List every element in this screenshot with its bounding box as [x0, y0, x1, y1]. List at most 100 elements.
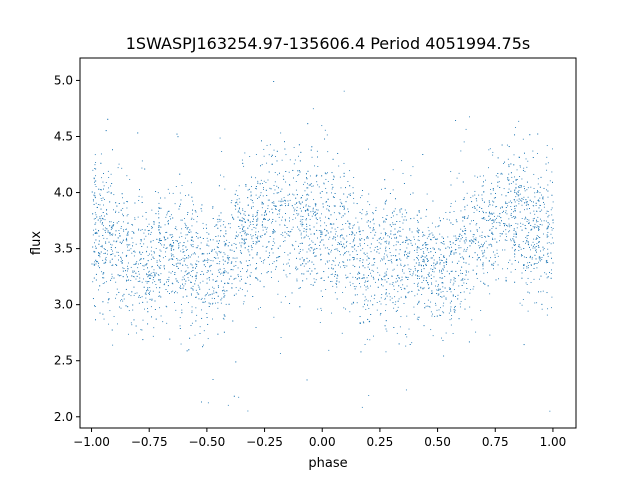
data-point	[92, 213, 94, 215]
data-point	[226, 257, 228, 259]
data-point	[428, 252, 430, 253]
data-point	[527, 277, 529, 279]
data-point	[478, 211, 480, 212]
data-point	[238, 210, 240, 212]
data-point	[466, 249, 468, 251]
data-point	[336, 218, 337, 220]
data-point	[373, 298, 375, 300]
data-point	[252, 224, 254, 225]
data-point	[406, 247, 408, 249]
data-point	[224, 245, 226, 247]
data-point	[172, 245, 174, 247]
data-point	[410, 175, 412, 177]
data-point	[307, 235, 309, 237]
data-point	[321, 125, 323, 127]
data-point	[463, 225, 465, 227]
data-point	[527, 243, 529, 245]
data-point	[245, 184, 247, 185]
data-point	[507, 177, 509, 179]
data-point	[206, 232, 208, 234]
data-point	[252, 206, 254, 208]
data-point	[494, 261, 496, 263]
data-point	[208, 302, 210, 304]
data-point	[123, 202, 125, 204]
data-point	[170, 253, 172, 255]
data-point	[234, 278, 236, 280]
data-point	[256, 253, 258, 255]
data-point	[284, 240, 286, 242]
data-point	[367, 304, 368, 306]
data-point	[473, 220, 474, 221]
data-point	[246, 233, 248, 235]
data-point	[140, 262, 142, 264]
data-point	[495, 279, 497, 281]
data-point	[398, 285, 400, 287]
data-point	[354, 234, 356, 236]
data-point	[130, 248, 132, 250]
data-point	[98, 252, 99, 253]
data-point	[281, 188, 283, 190]
data-point	[307, 261, 309, 263]
data-point	[275, 220, 277, 222]
data-point	[191, 196, 193, 198]
data-point	[334, 192, 336, 194]
data-point	[145, 292, 147, 294]
data-point	[153, 252, 155, 254]
data-point	[424, 307, 426, 309]
data-point	[304, 190, 306, 192]
data-point	[385, 246, 387, 248]
data-point	[236, 201, 238, 203]
data-point	[367, 300, 369, 302]
data-point	[465, 128, 467, 130]
data-point	[538, 257, 540, 259]
data-point	[372, 304, 374, 306]
data-point	[514, 210, 516, 212]
data-point	[115, 264, 117, 265]
data-point	[145, 251, 147, 253]
data-point	[532, 218, 534, 220]
data-point	[460, 247, 462, 249]
data-point	[176, 258, 178, 259]
data-point	[535, 246, 537, 247]
data-point	[110, 254, 111, 256]
data-point	[277, 280, 279, 282]
data-point	[295, 189, 297, 191]
data-point	[359, 231, 361, 233]
data-point	[357, 246, 359, 247]
data-point	[146, 263, 148, 265]
data-point	[335, 282, 337, 284]
data-point	[534, 213, 536, 215]
data-point	[538, 207, 540, 209]
data-point	[242, 226, 244, 228]
data-point	[320, 236, 322, 238]
data-point	[306, 177, 307, 179]
data-point	[514, 127, 516, 128]
data-point	[391, 261, 392, 263]
data-point	[537, 133, 539, 135]
data-point	[140, 239, 142, 241]
data-point	[328, 249, 330, 250]
data-point	[236, 257, 238, 259]
data-point	[352, 232, 354, 234]
data-point	[139, 243, 141, 245]
data-point	[397, 300, 399, 302]
data-point	[382, 259, 384, 261]
data-point	[401, 213, 403, 215]
data-point	[145, 293, 147, 295]
data-point	[521, 218, 523, 219]
data-point	[460, 257, 462, 259]
data-point	[207, 261, 209, 263]
data-point	[247, 197, 249, 199]
data-point	[416, 249, 418, 251]
data-point	[464, 217, 466, 219]
data-point	[157, 210, 159, 212]
data-point	[401, 160, 403, 162]
data-point	[138, 263, 139, 265]
data-point	[94, 223, 96, 225]
data-point	[138, 195, 140, 197]
data-point	[492, 189, 494, 191]
data-point	[94, 212, 96, 214]
data-point	[307, 213, 309, 215]
data-point	[513, 241, 515, 243]
data-point	[223, 272, 225, 274]
